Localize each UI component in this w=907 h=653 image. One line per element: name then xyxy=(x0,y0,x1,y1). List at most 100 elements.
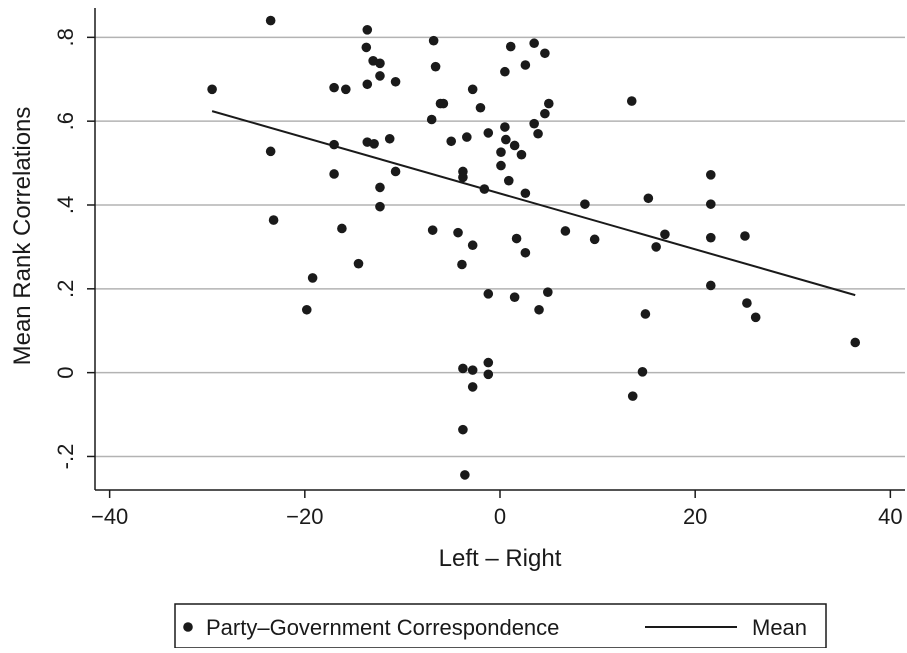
data-point xyxy=(329,139,339,150)
data-point xyxy=(511,233,522,244)
x-tick-label: 0 xyxy=(494,504,506,529)
data-point xyxy=(543,287,553,297)
data-point xyxy=(438,98,449,109)
data-point xyxy=(627,391,638,401)
legend-marker-points xyxy=(183,622,193,632)
y-tick-label: -.2 xyxy=(53,444,78,470)
tick-labels: -.2 0 .2 .4 .6 .8 −40 −20 0 20 40 xyxy=(53,28,903,529)
data-point xyxy=(660,229,670,240)
data-point xyxy=(462,132,472,142)
data-point xyxy=(375,71,385,81)
data-point xyxy=(500,66,510,77)
data-point xyxy=(516,149,527,160)
data-point xyxy=(483,128,494,138)
legend: Party–Government Correspondence Mean xyxy=(174,603,827,649)
data-point xyxy=(520,247,531,258)
data-point xyxy=(458,172,468,183)
x-tick-label: 20 xyxy=(683,504,707,529)
data-point xyxy=(529,118,539,129)
data-point xyxy=(509,292,520,303)
data-point xyxy=(362,24,373,35)
data-point xyxy=(705,170,716,180)
data-point xyxy=(301,304,312,315)
mean-line xyxy=(211,110,856,297)
data-point xyxy=(637,367,648,377)
data-point xyxy=(520,188,531,199)
data-point xyxy=(375,182,385,193)
data-point xyxy=(467,240,478,251)
data-point xyxy=(467,365,478,375)
data-point xyxy=(446,136,457,147)
data-point xyxy=(457,259,467,270)
mean-line-layer xyxy=(211,110,856,297)
data-point xyxy=(560,226,571,236)
legend-label-mean: Mean xyxy=(752,615,807,640)
y-tick-label: .6 xyxy=(53,112,78,130)
data-point xyxy=(742,298,752,308)
data-point xyxy=(329,82,339,93)
data-point xyxy=(626,96,637,106)
data-point xyxy=(428,35,439,46)
data-point xyxy=(337,223,347,234)
data-point xyxy=(540,108,550,119)
data-point xyxy=(467,382,478,392)
data-point xyxy=(361,42,372,53)
data-point xyxy=(503,175,514,186)
data-point xyxy=(580,199,590,209)
data-point xyxy=(705,280,716,291)
data-point xyxy=(483,369,494,380)
data-point xyxy=(430,61,441,72)
data-point xyxy=(307,273,318,283)
data-point xyxy=(329,169,339,179)
data-point xyxy=(353,258,364,269)
data-point xyxy=(520,60,531,70)
points-layer xyxy=(207,15,861,480)
y-tick-label: .2 xyxy=(53,280,78,298)
data-point xyxy=(500,122,510,132)
data-point xyxy=(375,58,385,69)
x-tick-label: −20 xyxy=(286,504,323,529)
data-point xyxy=(207,84,217,95)
legend-label-points: Party–Government Correspondence xyxy=(206,615,559,640)
data-point xyxy=(460,470,470,480)
data-point xyxy=(265,15,276,26)
data-point xyxy=(534,304,544,315)
axes xyxy=(87,8,905,498)
data-point xyxy=(341,84,351,95)
data-point xyxy=(501,134,511,145)
data-point xyxy=(543,98,554,109)
data-point xyxy=(651,242,661,252)
data-point xyxy=(375,201,385,212)
data-point xyxy=(265,146,276,157)
data-point xyxy=(705,199,716,209)
data-point xyxy=(705,232,716,243)
data-point xyxy=(268,215,279,225)
data-point xyxy=(426,114,437,125)
x-axis-title: Left – Right xyxy=(439,545,562,572)
data-point xyxy=(505,41,516,52)
x-tick-label: −40 xyxy=(91,504,128,529)
data-point xyxy=(483,289,494,299)
data-point xyxy=(850,337,861,348)
data-point xyxy=(589,234,600,245)
data-point xyxy=(453,227,463,238)
y-tick-label: .4 xyxy=(53,196,78,214)
data-point xyxy=(529,38,539,49)
data-point xyxy=(496,160,506,171)
data-point xyxy=(369,138,379,149)
data-point xyxy=(643,193,654,204)
y-tick-label: 0 xyxy=(53,367,78,379)
y-tick-label: .8 xyxy=(53,28,78,46)
data-point xyxy=(390,76,401,87)
data-point xyxy=(458,424,468,435)
data-point xyxy=(640,309,651,319)
data-point xyxy=(384,133,395,144)
grid-lines xyxy=(95,36,905,458)
data-point xyxy=(458,363,468,374)
data-point xyxy=(479,184,490,194)
data-point xyxy=(467,84,478,95)
data-point xyxy=(483,357,494,368)
data-point xyxy=(533,128,543,139)
